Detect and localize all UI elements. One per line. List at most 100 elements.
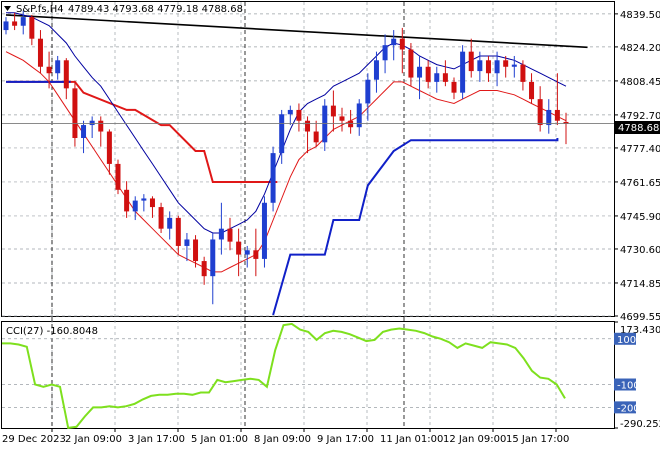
- bear-candle[interactable]: [554, 73, 560, 126]
- bear-candle[interactable]: [529, 73, 535, 104]
- price-tick-label: 4824.20: [620, 43, 660, 54]
- candle-body: [373, 60, 379, 80]
- resistance-trendline[interactable]: [5, 14, 588, 49]
- bull-candle[interactable]: [218, 202, 224, 255]
- candle-body: [236, 241, 242, 255]
- bear-candle[interactable]: [296, 103, 302, 132]
- bear-candle[interactable]: [193, 235, 199, 268]
- bull-candle[interactable]: [141, 194, 147, 212]
- red-channel-line: [6, 80, 278, 183]
- bear-candle[interactable]: [98, 116, 104, 147]
- bull-candle[interactable]: [356, 99, 362, 136]
- cci-level-marker: [614, 332, 636, 345]
- bear-candle[interactable]: [227, 217, 233, 251]
- bull-candle[interactable]: [279, 109, 285, 164]
- bull-candle[interactable]: [417, 55, 423, 100]
- bull-candle[interactable]: [460, 45, 466, 100]
- bear-candle[interactable]: [503, 55, 509, 78]
- bull-candle[interactable]: [477, 51, 483, 82]
- bear-candle[interactable]: [330, 90, 336, 132]
- bear-candle[interactable]: [124, 181, 130, 218]
- time-tick-label: 29 Dec 2023: [2, 434, 66, 445]
- time-tick-label: 11 Jan 01:00: [380, 434, 443, 445]
- bear-candle[interactable]: [451, 77, 457, 100]
- bear-candle[interactable]: [115, 159, 121, 195]
- bull-candle[interactable]: [261, 196, 267, 268]
- bull-candle[interactable]: [511, 55, 517, 78]
- bull-candle[interactable]: [382, 34, 388, 74]
- bear-candle[interactable]: [149, 196, 155, 218]
- bear-candle[interactable]: [175, 215, 181, 255]
- blue-channel-line: [6, 80, 559, 316]
- time-axis: 29 Dec 2023 2 Jan 09:00 3 Jan 17:00 5 Jan 0…: [2, 428, 569, 445]
- bear-candle[interactable]: [468, 38, 474, 78]
- bull-candle[interactable]: [210, 232, 216, 305]
- bull-candle[interactable]: [3, 17, 9, 35]
- candle-body: [3, 21, 9, 31]
- bull-candle[interactable]: [270, 146, 276, 212]
- bull-candle[interactable]: [365, 73, 371, 121]
- bear-candle[interactable]: [253, 228, 259, 277]
- bear-candle[interactable]: [106, 129, 112, 175]
- bear-candle[interactable]: [12, 12, 18, 31]
- candle-body: [106, 131, 112, 164]
- cci-tick-label: -290.2528: [620, 419, 660, 430]
- bull-candle[interactable]: [391, 30, 397, 61]
- bear-candle[interactable]: [72, 81, 78, 147]
- bull-candle[interactable]: [55, 55, 61, 80]
- bear-candle[interactable]: [399, 27, 405, 74]
- bull-candle[interactable]: [20, 10, 26, 35]
- bull-candle[interactable]: [184, 232, 190, 262]
- bear-candle[interactable]: [563, 112, 569, 145]
- symbol-dropdown-icon[interactable]: [4, 6, 11, 11]
- candle-body: [81, 125, 87, 139]
- candle-body: [132, 200, 138, 212]
- candle-body: [408, 49, 414, 78]
- bear-candle[interactable]: [520, 60, 526, 91]
- bull-candle[interactable]: [244, 245, 250, 268]
- cci-level-marker: [614, 401, 636, 414]
- bull-candle[interactable]: [167, 211, 173, 240]
- bull-candle[interactable]: [494, 51, 500, 87]
- candle-body: [218, 228, 224, 240]
- bull-candle[interactable]: [89, 116, 95, 139]
- cci-title: CCI(27) -160.8048: [6, 326, 98, 337]
- bear-candle[interactable]: [313, 120, 319, 147]
- bear-candle[interactable]: [339, 107, 345, 132]
- bull-candle[interactable]: [132, 196, 138, 221]
- candle-body: [356, 103, 362, 128]
- cci-tick-label: -200: [617, 403, 640, 414]
- cci-path: [2, 322, 566, 430]
- bear-candle[interactable]: [305, 116, 311, 154]
- candle-body: [184, 239, 190, 246]
- bull-candle[interactable]: [81, 120, 87, 154]
- bear-candle[interactable]: [485, 55, 491, 82]
- lower-envelope-line: [5, 51, 567, 273]
- candle-body: [124, 189, 130, 212]
- cci-axis: 173.4303100 -100 -200 -290.2528: [614, 321, 660, 430]
- candle-body: [37, 38, 43, 67]
- bear-candle[interactable]: [201, 256, 207, 285]
- time-tick-label: 2 Jan 09:00: [65, 434, 122, 445]
- bear-candle[interactable]: [37, 30, 43, 74]
- bear-candle[interactable]: [29, 14, 35, 46]
- bear-candle[interactable]: [158, 202, 164, 233]
- bear-candle[interactable]: [236, 228, 242, 277]
- main-chart-frame: [1, 1, 615, 317]
- bear-candle[interactable]: [425, 60, 431, 89]
- candle-body: [494, 60, 500, 74]
- candle-body: [537, 99, 543, 126]
- bear-candle[interactable]: [442, 60, 448, 87]
- time-tick-label: 3 Jan 17:00: [128, 434, 185, 445]
- trendline-segment[interactable]: [5, 14, 588, 49]
- bull-candle[interactable]: [287, 105, 293, 126]
- bear-candle[interactable]: [408, 43, 414, 87]
- candle-body: [261, 202, 267, 259]
- bear-candle[interactable]: [63, 58, 69, 100]
- candle-body: [193, 239, 199, 262]
- bull-candle[interactable]: [434, 66, 440, 93]
- bull-candle[interactable]: [373, 51, 379, 93]
- bear-candle[interactable]: [46, 51, 52, 89]
- bull-candle[interactable]: [546, 99, 552, 134]
